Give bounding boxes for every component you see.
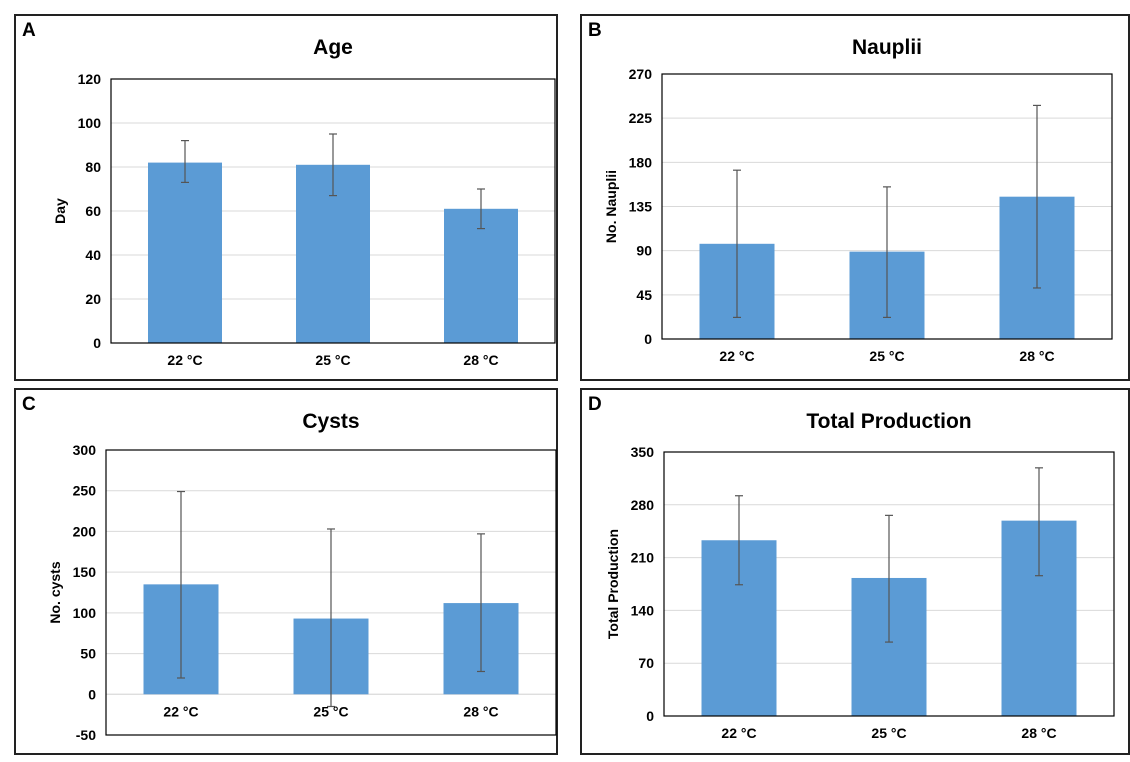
y-tick-label: 100	[73, 605, 97, 621]
panel-a: A Age 0 20 40 60 80 100 120 Day 22 °C 25 °C 28 °C	[14, 14, 558, 381]
x-tick-label: 25 °C	[315, 352, 350, 368]
x-tick-label: 28 °C	[463, 703, 498, 719]
y-tick-label: -50	[76, 727, 96, 743]
y-tick-label: 150	[73, 564, 97, 580]
x-tick-label: 28 °C	[463, 352, 498, 368]
y-axis-label: Total Production	[605, 529, 621, 639]
x-tick-label: 22 °C	[167, 352, 202, 368]
y-tick-label: 350	[631, 444, 655, 460]
y-tick-label: 280	[631, 497, 655, 513]
chart-cysts: Cysts -50 0 50 100 150 200 250 300 No. cysts 22 °C…	[47, 410, 557, 743]
y-tick-label: 210	[631, 550, 655, 566]
chart-total-production: Total Production 0 70 140 210 280 350 Total Pro…	[605, 410, 1115, 741]
y-tick-label: 60	[85, 203, 101, 219]
panel-d: D Total Production 0 70 140 210 280 350 Total P…	[580, 388, 1130, 755]
x-tick-label: 22 °C	[719, 348, 754, 364]
chart-title: Nauplii	[852, 36, 922, 59]
y-axis-label: Day	[52, 198, 68, 224]
panel-b: B Nauplii 0 45 90 135 180 225 270 No. Nauplii 22 …	[580, 14, 1130, 381]
chart-age: Age 0 20 40 60 80 100 120 Day 22 °C 25 °C 28 °C	[52, 36, 556, 368]
y-tick-label: 100	[78, 115, 102, 131]
x-tick-label: 25 °C	[871, 725, 906, 741]
y-tick-label: 0	[644, 331, 652, 347]
plot-area	[110, 78, 556, 344]
y-tick-label: 300	[73, 442, 97, 458]
y-tick-label: 200	[73, 523, 97, 539]
y-tick-label: 0	[646, 708, 654, 724]
y-tick-label: 70	[638, 655, 654, 671]
bar	[148, 162, 222, 343]
y-tick-label: 135	[629, 199, 653, 215]
panel-label-d: D	[588, 394, 602, 415]
bar	[444, 208, 518, 343]
x-tick-label: 28 °C	[1021, 725, 1056, 741]
plot-area	[105, 449, 557, 736]
y-tick-label: 120	[78, 71, 102, 87]
plot-area	[661, 73, 1113, 340]
y-tick-label: 20	[85, 291, 101, 307]
chart-title: Age	[313, 36, 353, 59]
chart-title: Total Production	[806, 410, 971, 433]
y-axis-label: No. Nauplii	[603, 170, 619, 243]
y-tick-label: 180	[629, 154, 653, 170]
plot-area	[663, 451, 1115, 717]
y-tick-label: 0	[88, 686, 96, 702]
y-tick-label: 45	[636, 287, 652, 303]
y-tick-label: 90	[636, 243, 652, 259]
y-tick-label: 0	[93, 335, 101, 351]
chart-title: Cysts	[302, 410, 359, 433]
y-tick-label: 40	[85, 247, 101, 263]
y-tick-label: 50	[80, 646, 96, 662]
panel-c: C Cysts -50 0 50 100 150 200 250 300 No. cysts 22 …	[14, 388, 558, 755]
x-tick-label: 25 °C	[869, 348, 904, 364]
x-tick-label: 22 °C	[721, 725, 756, 741]
y-axis-label: No. cysts	[47, 561, 63, 623]
chart-nauplii: Nauplii 0 45 90 135 180 225 270 No. Nauplii 22 °C…	[603, 36, 1113, 364]
panel-label-b: B	[588, 20, 602, 41]
x-tick-label: 28 °C	[1019, 348, 1054, 364]
y-tick-label: 140	[631, 602, 655, 618]
y-tick-label: 80	[85, 159, 101, 175]
y-tick-label: 270	[629, 66, 653, 82]
x-tick-label: 22 °C	[163, 703, 198, 719]
panel-label-c: C	[22, 394, 36, 415]
panel-label-a: A	[22, 20, 36, 41]
x-tick-label: 25 °C	[313, 703, 348, 719]
y-tick-label: 225	[629, 110, 653, 126]
y-tick-label: 250	[73, 483, 97, 499]
